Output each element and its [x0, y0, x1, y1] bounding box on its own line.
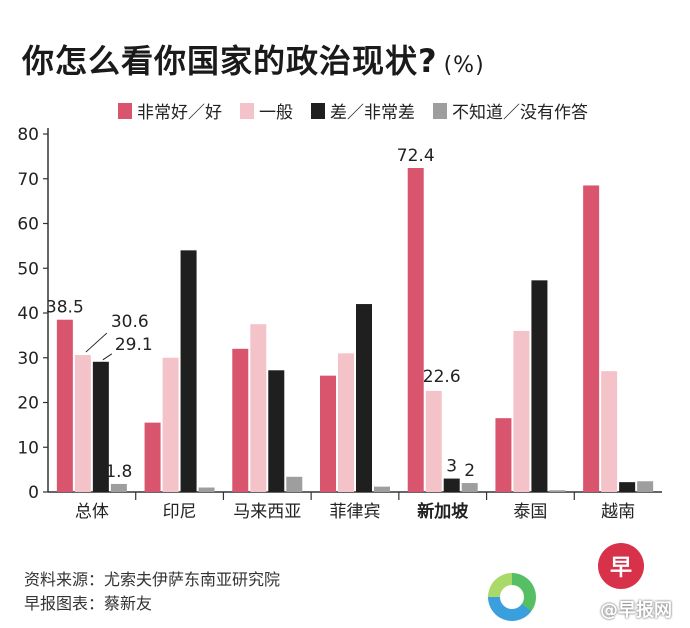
legend: 非常好／好 一般 差／非常差 不知道／没有作答 — [118, 98, 588, 123]
bar-unknown — [549, 490, 566, 492]
legend-item-good: 非常好／好 — [118, 98, 222, 123]
data-label: 29.1 — [115, 335, 153, 355]
bar-good — [320, 375, 336, 492]
bar-bad — [92, 361, 109, 492]
bar-good — [583, 185, 600, 492]
legend-swatch-average — [240, 102, 254, 119]
x-category-label: 越南 — [601, 502, 635, 522]
bar-good — [495, 418, 512, 492]
source-note: 资料来源：尤索夫伊萨东南亚研究院 早报图表：蔡新友 — [24, 568, 280, 616]
bar-bad — [180, 250, 197, 492]
bar-unknown — [374, 486, 390, 492]
watermark: @早报网 — [600, 600, 672, 621]
y-tick-label: 80 — [17, 125, 39, 145]
legend-swatch-good — [118, 102, 132, 119]
bar-unknown — [198, 487, 215, 492]
y-tick-label: 50 — [17, 259, 39, 279]
y-tick-label: 40 — [17, 304, 39, 324]
y-tick-label: 10 — [17, 438, 39, 458]
bar-unknown — [110, 483, 127, 492]
data-label: 22.6 — [423, 367, 461, 387]
bar-good — [232, 348, 249, 492]
data-label-leader — [85, 332, 108, 353]
data-label-leader — [102, 353, 113, 361]
bar-average — [74, 355, 91, 492]
bar-average — [162, 357, 179, 492]
bar-bad — [268, 370, 285, 492]
data-label: 38.5 — [46, 298, 84, 318]
bar-unknown — [286, 476, 303, 492]
source-line-1: 资料来源：尤索夫伊萨东南亚研究院 — [24, 570, 281, 589]
chart-unit: (%) — [443, 53, 485, 78]
bar-average — [338, 353, 354, 492]
x-category-label: 印尼 — [163, 502, 197, 522]
chart-title: 你怎么看你国家的政治现状? (%) — [22, 36, 485, 82]
data-label: 3 — [446, 457, 457, 477]
y-tick-label: 0 — [28, 483, 39, 503]
y-tick-label: 60 — [17, 215, 39, 235]
y-tick-label: 30 — [17, 349, 39, 369]
data-label: 2 — [464, 461, 475, 481]
legend-label-bad: 差／非常差 — [330, 103, 415, 123]
weibo-logo-icon — [488, 573, 536, 621]
data-label: 30.6 — [111, 312, 149, 332]
bar-average — [513, 330, 530, 492]
legend-item-bad: 差／非常差 — [311, 98, 415, 123]
x-category-label: 马来西亚 — [233, 502, 301, 522]
legend-label-average: 一般 — [259, 103, 293, 123]
legend-swatch-bad — [311, 102, 325, 119]
legend-label-good: 非常好／好 — [137, 103, 222, 123]
bar-average — [250, 324, 267, 492]
data-label: 72.4 — [397, 146, 435, 166]
x-category-label: 泰国 — [513, 502, 547, 522]
legend-label-unknown: 不知道／没有作答 — [452, 103, 588, 123]
y-tick-label: 20 — [17, 394, 39, 414]
legend-item-average: 一般 — [240, 98, 293, 123]
bar-good — [407, 168, 424, 492]
bar-bad — [356, 304, 372, 492]
bar-unknown — [461, 483, 478, 492]
bar-bad — [531, 280, 548, 492]
bar-good — [144, 422, 161, 492]
bar-bad — [619, 482, 636, 492]
bar-good — [56, 319, 73, 492]
data-label: 1.8 — [105, 462, 132, 482]
bar-unknown — [637, 481, 654, 492]
legend-item-unknown: 不知道／没有作答 — [433, 98, 588, 123]
bar-average — [601, 371, 618, 492]
legend-swatch-unknown — [433, 102, 447, 119]
bar-average — [425, 390, 442, 492]
zaobao-logo-icon: 早 — [598, 543, 644, 589]
x-category-label: 菲律宾 — [330, 502, 381, 522]
source-line-2: 早报图表：蔡新友 — [24, 594, 153, 613]
x-category-label: 总体 — [75, 502, 109, 522]
bar-bad — [443, 478, 460, 492]
x-category-label: 新加坡 — [417, 501, 468, 522]
y-tick-label: 70 — [17, 170, 39, 190]
chart-title-text: 你怎么看你国家的政治现状? — [22, 42, 438, 80]
